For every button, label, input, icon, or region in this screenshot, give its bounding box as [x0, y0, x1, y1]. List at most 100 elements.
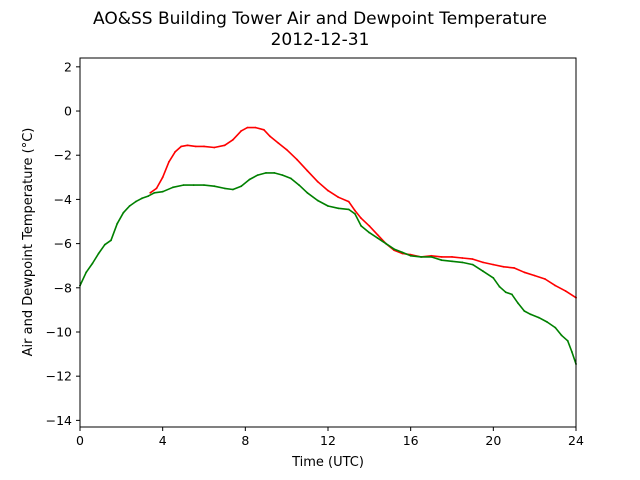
data-point	[376, 233, 379, 236]
data-point	[316, 180, 319, 183]
x-tick-label: 12	[320, 433, 336, 448]
y-tick-label: −10	[46, 324, 72, 339]
data-point	[289, 177, 292, 180]
data-point	[533, 274, 536, 277]
x-tick-label: 24	[568, 433, 584, 448]
data-point	[180, 145, 183, 148]
data-point	[246, 126, 249, 129]
data-point	[161, 190, 164, 193]
data-point	[155, 187, 158, 190]
data-point	[147, 195, 150, 198]
data-point	[471, 263, 474, 266]
data-point	[360, 225, 362, 227]
data-point	[529, 313, 532, 316]
data-point	[401, 251, 404, 254]
data-point	[430, 256, 433, 258]
data-point	[149, 191, 152, 194]
data-point	[116, 222, 119, 225]
data-point	[248, 178, 251, 181]
data-point	[213, 185, 216, 188]
data-point	[544, 278, 546, 280]
data-point	[409, 254, 412, 257]
data-point	[385, 242, 387, 245]
x-tick-label: 0	[76, 433, 84, 448]
chart-title: AO&SS Building Tower Air and Dewpoint Te…	[93, 9, 547, 29]
chart-subtitle: 2012-12-31	[271, 30, 370, 50]
plot-area	[80, 58, 576, 427]
data-point	[571, 351, 573, 353]
data-point	[471, 258, 474, 260]
data-point	[504, 291, 507, 294]
y-tick-label: 2	[64, 59, 72, 74]
data-point	[492, 263, 495, 266]
y-tick-label: −14	[46, 413, 72, 428]
data-point	[192, 184, 195, 187]
data-point	[203, 145, 205, 148]
data-point	[223, 144, 226, 147]
data-point	[337, 196, 340, 199]
data-point	[517, 302, 519, 305]
data-point	[296, 158, 298, 161]
data-point	[254, 126, 257, 129]
data-point	[91, 262, 94, 265]
data-point	[172, 186, 174, 189]
data-point	[168, 161, 170, 163]
data-point	[347, 200, 350, 203]
data-point	[513, 267, 515, 269]
data-point	[537, 316, 540, 319]
data-point	[265, 172, 267, 174]
y-tick-label: −2	[54, 148, 72, 163]
data-point	[327, 189, 329, 192]
data-point	[240, 185, 243, 188]
y-tick-label: −12	[46, 369, 72, 384]
data-point	[223, 187, 226, 190]
data-point	[203, 184, 205, 187]
series-1	[79, 172, 577, 365]
y-tick-label: −4	[54, 192, 72, 207]
data-point	[285, 148, 288, 151]
data-point	[103, 243, 106, 246]
x-tick-label: 8	[241, 433, 249, 448]
data-point	[368, 225, 371, 227]
data-point	[110, 239, 112, 242]
data-point	[186, 144, 189, 147]
y-axis-label: Air and Dewpoint Temperature (°C)	[21, 128, 36, 357]
data-point	[523, 310, 526, 312]
x-tick-label: 16	[403, 433, 419, 448]
x-tick-label: 20	[485, 433, 501, 448]
data-point	[240, 130, 243, 132]
data-point	[306, 191, 309, 194]
data-point	[161, 176, 164, 179]
data-point	[273, 172, 276, 174]
data-point	[461, 261, 464, 264]
data-point	[451, 260, 453, 263]
data-point	[97, 252, 100, 255]
data-point	[85, 271, 88, 274]
data-point	[511, 293, 513, 296]
data-point	[269, 135, 271, 138]
data-point	[451, 256, 453, 258]
data-point	[554, 326, 557, 329]
data-point	[281, 174, 284, 177]
data-point	[482, 261, 484, 264]
data-point	[393, 248, 395, 251]
data-point	[263, 128, 265, 131]
data-point	[327, 205, 329, 207]
data-point	[360, 217, 362, 220]
data-point	[232, 138, 234, 141]
data-point	[368, 231, 371, 234]
data-point	[306, 169, 309, 172]
data-point	[153, 191, 156, 194]
data-point	[232, 188, 234, 191]
y-tick-label: 0	[64, 104, 72, 119]
data-point	[277, 142, 280, 145]
data-point	[560, 334, 563, 337]
data-point	[354, 209, 356, 212]
data-point	[498, 285, 501, 288]
x-axis-label: Time (UTC)	[291, 455, 364, 470]
data-point	[440, 256, 443, 258]
data-point	[316, 199, 319, 202]
data-point	[420, 256, 422, 258]
